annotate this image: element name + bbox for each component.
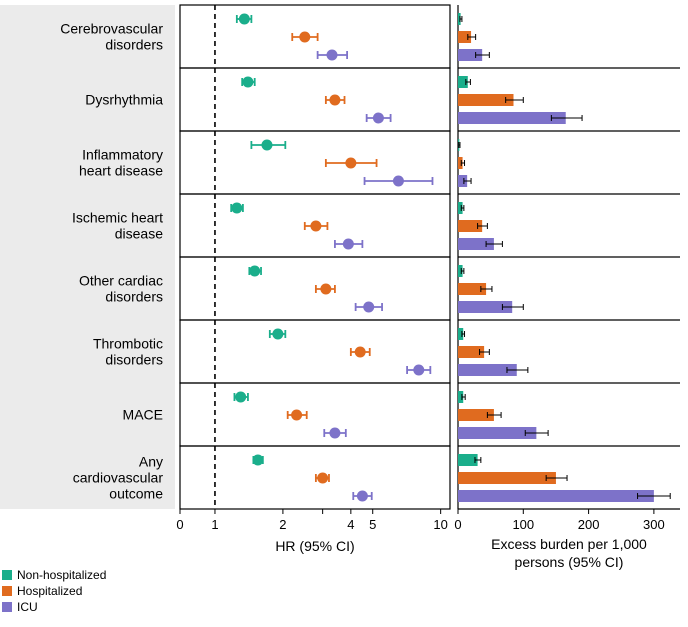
bar-axis-label: Excess burden per 1,000persons (95% CI) (491, 536, 647, 570)
legend-label: Non-hospitalized (17, 568, 106, 582)
legend-label: ICU (17, 600, 38, 614)
hr-point (373, 113, 384, 124)
hr-point (329, 95, 340, 106)
row-group-band (0, 5, 175, 383)
hr-point (272, 329, 283, 340)
hr-point (231, 203, 242, 214)
hr-point (393, 176, 404, 187)
hr-panel-row (180, 131, 450, 194)
legend-label: Hospitalized (17, 584, 82, 598)
hr-point (329, 428, 340, 439)
hr-point (261, 140, 272, 151)
hr-axis-tick-label: 0 (176, 517, 183, 532)
bar-axis-tick-label: 200 (578, 517, 600, 532)
hr-point (355, 347, 366, 358)
burden-bar (458, 490, 654, 502)
hr-point (413, 365, 424, 376)
hr-point (343, 239, 354, 250)
hr-panel-row (180, 68, 450, 131)
legend-swatch (2, 602, 12, 612)
bar-axis-tick-label: 0 (454, 517, 461, 532)
row-label: Inflammatoryheart disease (79, 147, 163, 179)
hr-panel-row (180, 383, 450, 446)
hr-point (242, 77, 253, 88)
row-label: Dysrhythmia (85, 92, 163, 108)
forest-bar-chart: CerebrovasculardisordersDysrhythmiaInfla… (0, 0, 688, 627)
hr-axis-tick-label: 10 (433, 517, 447, 532)
hr-axis-tick-label: 4 (347, 517, 354, 532)
hr-point (363, 302, 374, 313)
legend-swatch (2, 570, 12, 580)
burden-bar (458, 427, 536, 439)
hr-point (299, 32, 310, 43)
hr-point (317, 473, 328, 484)
hr-point (235, 392, 246, 403)
row-label: MACE (123, 407, 163, 423)
hr-point (291, 410, 302, 421)
hr-point (320, 284, 331, 295)
legend-swatch (2, 586, 12, 596)
hr-panel-row (180, 320, 450, 383)
hr-axis-label: HR (95% CI) (275, 538, 354, 554)
hr-point (239, 14, 250, 25)
hr-point (252, 455, 263, 466)
hr-axis-tick-label: 1 (211, 517, 218, 532)
hr-point (357, 491, 368, 502)
hr-axis-tick-label: 5 (369, 517, 376, 532)
hr-point (326, 50, 337, 61)
hr-point (310, 221, 321, 232)
bar-axis-tick-label: 300 (643, 517, 665, 532)
burden-bar (458, 112, 566, 124)
hr-point (345, 158, 356, 169)
hr-point (249, 266, 260, 277)
burden-bar (458, 472, 556, 484)
hr-axis-tick-label: 2 (279, 517, 286, 532)
bar-axis-tick-label: 100 (512, 517, 534, 532)
